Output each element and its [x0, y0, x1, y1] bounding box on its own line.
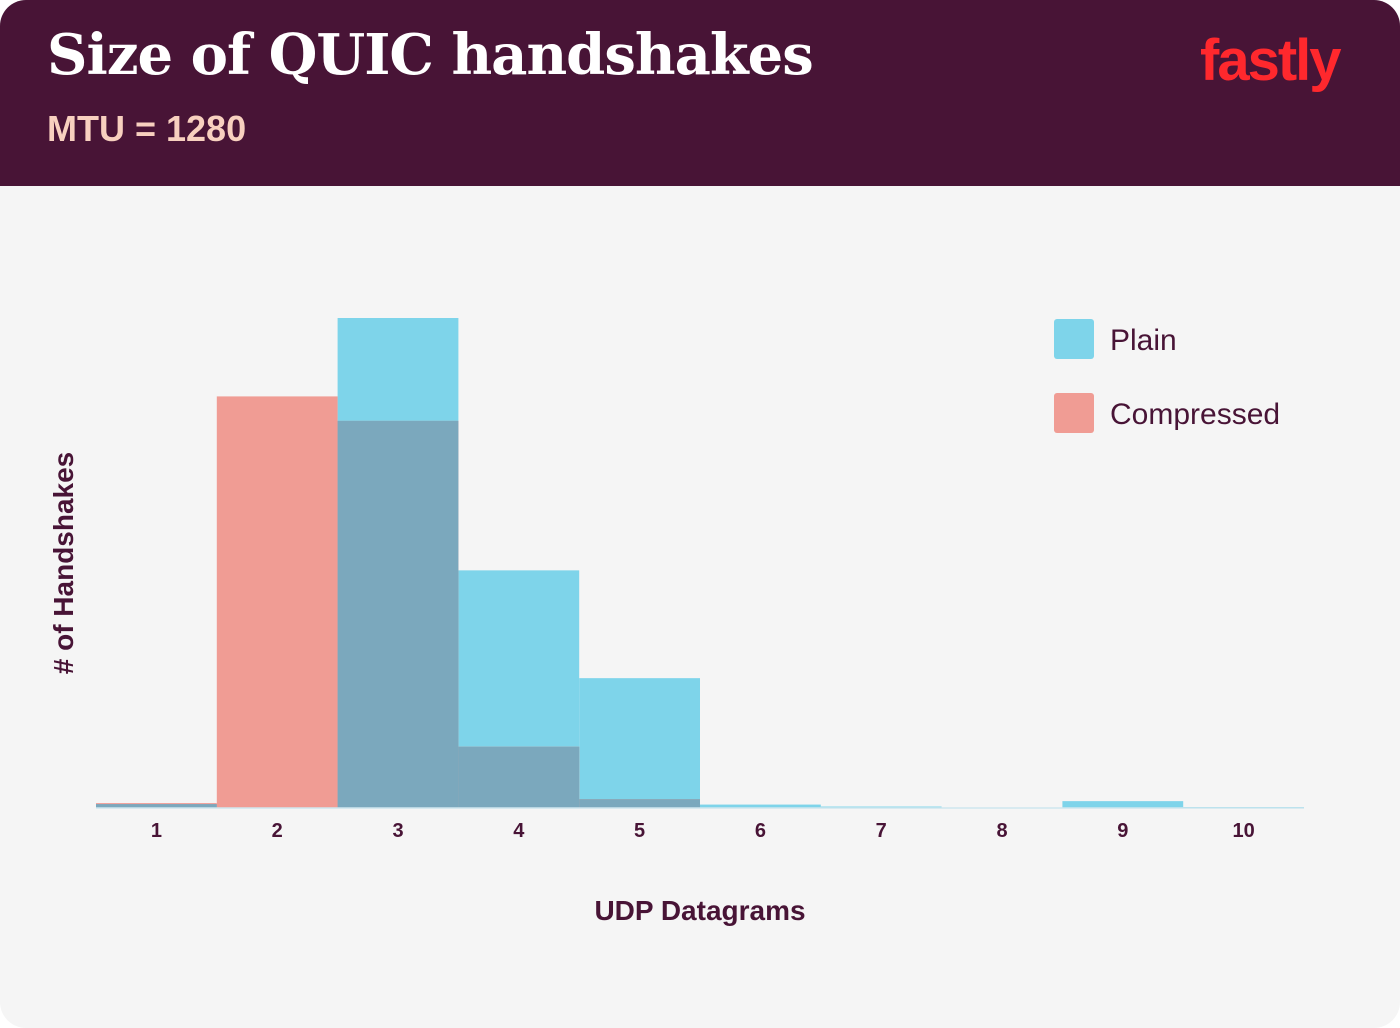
histogram-chart: 1 2 3 4 5 6 7 8 9 10 UDP Datagrams # of Handshake… — [48, 318, 1304, 926]
plain-bar-6 — [700, 804, 821, 808]
overlap-bars — [96, 420, 700, 808]
chart-subtitle: MTU = 1280 — [47, 108, 247, 149]
x-tick-label-5: 5 — [634, 820, 645, 842]
x-tick-label-3: 3 — [392, 820, 403, 842]
x-tick-label-1: 1 — [151, 820, 162, 842]
legend: Plain Compressed — [1054, 319, 1280, 433]
x-tick-label-10: 10 — [1232, 820, 1254, 842]
x-tick-label-8: 8 — [996, 820, 1007, 842]
legend-label-compressed: Compressed — [1110, 398, 1280, 431]
x-tick-label-4: 4 — [513, 820, 525, 842]
y-axis-label: # of Handshakes — [48, 452, 79, 675]
x-tick-label-7: 7 — [876, 820, 887, 842]
overlap-bar-4 — [458, 746, 580, 808]
x-tick-labels: 1 2 3 4 5 6 7 8 9 10 — [151, 820, 1255, 842]
x-tick-label-6: 6 — [755, 820, 766, 842]
plain-bar-5 — [579, 678, 700, 808]
legend-swatch-plain — [1054, 319, 1094, 359]
plain-bar-9 — [1062, 801, 1184, 808]
x-tick-label-9: 9 — [1117, 820, 1128, 842]
fastly-logo-text: fastly — [1200, 28, 1341, 93]
legend-label-plain: Plain — [1110, 324, 1177, 357]
overlap-bar-1 — [96, 804, 217, 808]
x-axis-label: UDP Datagrams — [594, 895, 805, 926]
legend-swatch-compressed — [1054, 393, 1094, 433]
overlap-bar-3 — [337, 420, 459, 808]
chart-title: Size of QUIC handshakes — [47, 22, 814, 88]
x-tick-label-2: 2 — [272, 820, 283, 842]
compressed-bar-2 — [216, 396, 338, 808]
fastly-logo: fastly — [1200, 28, 1343, 93]
header-bar: Size of QUIC handshakes MTU = 1280 fastl… — [0, 0, 1400, 186]
overlap-bar-5 — [579, 799, 700, 808]
